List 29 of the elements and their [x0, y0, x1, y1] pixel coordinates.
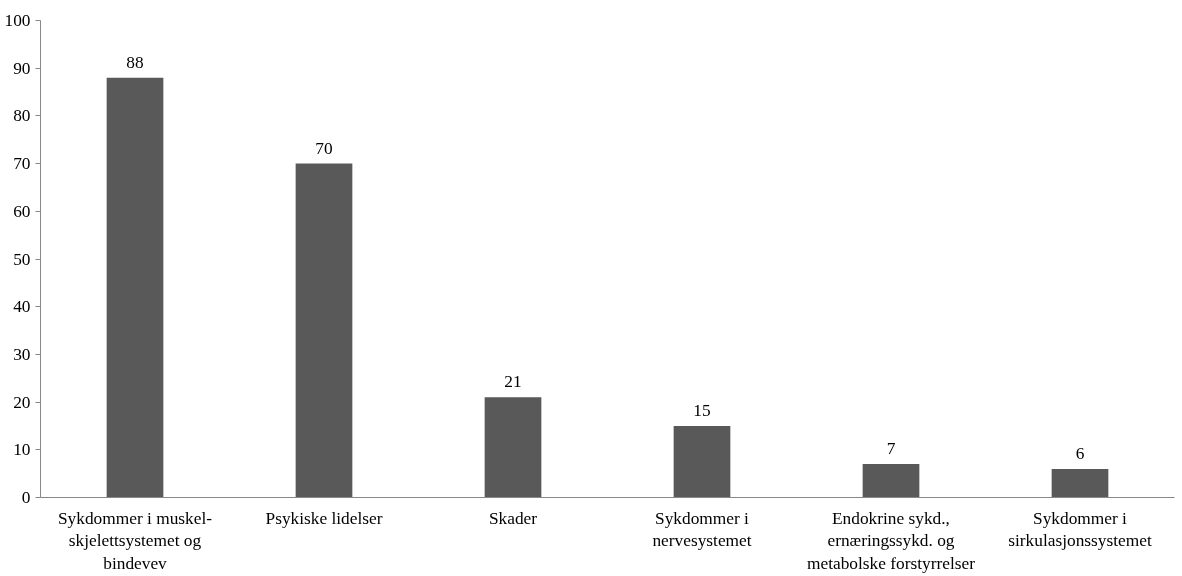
data-label: 21	[504, 372, 522, 392]
y-tick-label: 40	[13, 297, 31, 317]
data-label: 70	[315, 138, 333, 158]
data-label: 88	[126, 52, 144, 72]
y-tick-label: 80	[13, 106, 31, 126]
x-tick-label: Psykiske lidelser	[265, 508, 383, 528]
y-tick-label: 90	[13, 58, 31, 78]
x-tick-label: Sykdommer i muskel- skjelettsystemet og bindevev	[57, 508, 213, 574]
y-tick-label: 100	[4, 11, 31, 30]
y-tick-label: 70	[13, 154, 31, 174]
bar	[106, 77, 164, 498]
y-tick-label: 60	[13, 201, 31, 221]
data-label: 15	[693, 400, 711, 420]
data-label: 7	[886, 439, 896, 459]
y-tick-label: 30	[13, 344, 31, 364]
x-tick-label: Sykdommer i sirkulasjonssystemet	[1008, 508, 1152, 551]
y-tick-label: 10	[13, 440, 31, 460]
y-tick-label: 20	[13, 392, 31, 412]
y-tick-label: 0	[21, 488, 31, 507]
bar	[673, 425, 731, 498]
bar	[862, 464, 920, 498]
bar	[1051, 468, 1109, 498]
data-label: 6	[1075, 443, 1085, 463]
x-tick-label: Skader	[488, 508, 538, 528]
bar	[295, 163, 353, 498]
x-tick-label: Endokrine sykd., ernæringssykd. og metabolske forstyrrelser	[807, 508, 976, 574]
x-tick-label: Sykdommer i nervesystemet	[652, 508, 752, 551]
bar	[484, 397, 542, 498]
y-tick-label: 50	[13, 249, 31, 269]
